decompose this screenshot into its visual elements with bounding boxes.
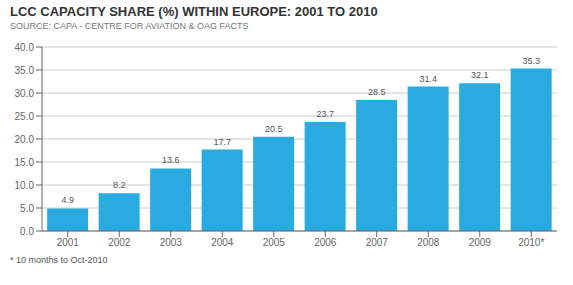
svg-text:23.7: 23.7 bbox=[316, 109, 334, 119]
svg-text:35.0: 35.0 bbox=[15, 65, 35, 76]
svg-text:25.0: 25.0 bbox=[15, 111, 35, 122]
svg-text:15.0: 15.0 bbox=[15, 157, 35, 168]
svg-text:2004: 2004 bbox=[211, 237, 234, 248]
svg-text:2009: 2009 bbox=[469, 237, 492, 248]
svg-text:31.4: 31.4 bbox=[419, 74, 437, 84]
svg-text:2007: 2007 bbox=[366, 237, 389, 248]
svg-text:2003: 2003 bbox=[160, 237, 183, 248]
svg-text:32.1: 32.1 bbox=[471, 70, 489, 80]
svg-text:8.2: 8.2 bbox=[113, 180, 126, 190]
svg-text:5.0: 5.0 bbox=[20, 203, 34, 214]
svg-text:2001: 2001 bbox=[57, 237, 80, 248]
svg-text:4.9: 4.9 bbox=[61, 195, 74, 205]
svg-text:2008: 2008 bbox=[417, 237, 440, 248]
svg-text:2002: 2002 bbox=[108, 237, 131, 248]
svg-text:28.5: 28.5 bbox=[368, 87, 386, 97]
svg-text:17.7: 17.7 bbox=[213, 137, 231, 147]
svg-text:20.5: 20.5 bbox=[265, 124, 283, 134]
svg-text:13.6: 13.6 bbox=[162, 155, 180, 165]
svg-text:10.0: 10.0 bbox=[15, 180, 35, 191]
html-text:LCC CAPACITY SHARE (%) WITHIN: LCC CAPACITY SHARE (%) WITHIN EUROPE: 20… bbox=[10, 4, 378, 19]
svg-text:2005: 2005 bbox=[263, 237, 286, 248]
html-text:* 10 months to Oct-2010: * 10 months to Oct-2010 bbox=[10, 255, 108, 265]
html-text:SOURCE: CAPA - CENTRE FOR AVIA: SOURCE: CAPA - CENTRE FOR AVIATION & OAG… bbox=[10, 21, 249, 31]
svg-text:0.0: 0.0 bbox=[20, 226, 34, 237]
svg-text:2006: 2006 bbox=[314, 237, 337, 248]
svg-text:35.3: 35.3 bbox=[522, 56, 540, 66]
svg-text:20.0: 20.0 bbox=[15, 134, 35, 145]
svg-text:2010*: 2010* bbox=[518, 237, 544, 248]
svg-text:30.0: 30.0 bbox=[15, 88, 35, 99]
svg-text:40.0: 40.0 bbox=[15, 42, 35, 53]
